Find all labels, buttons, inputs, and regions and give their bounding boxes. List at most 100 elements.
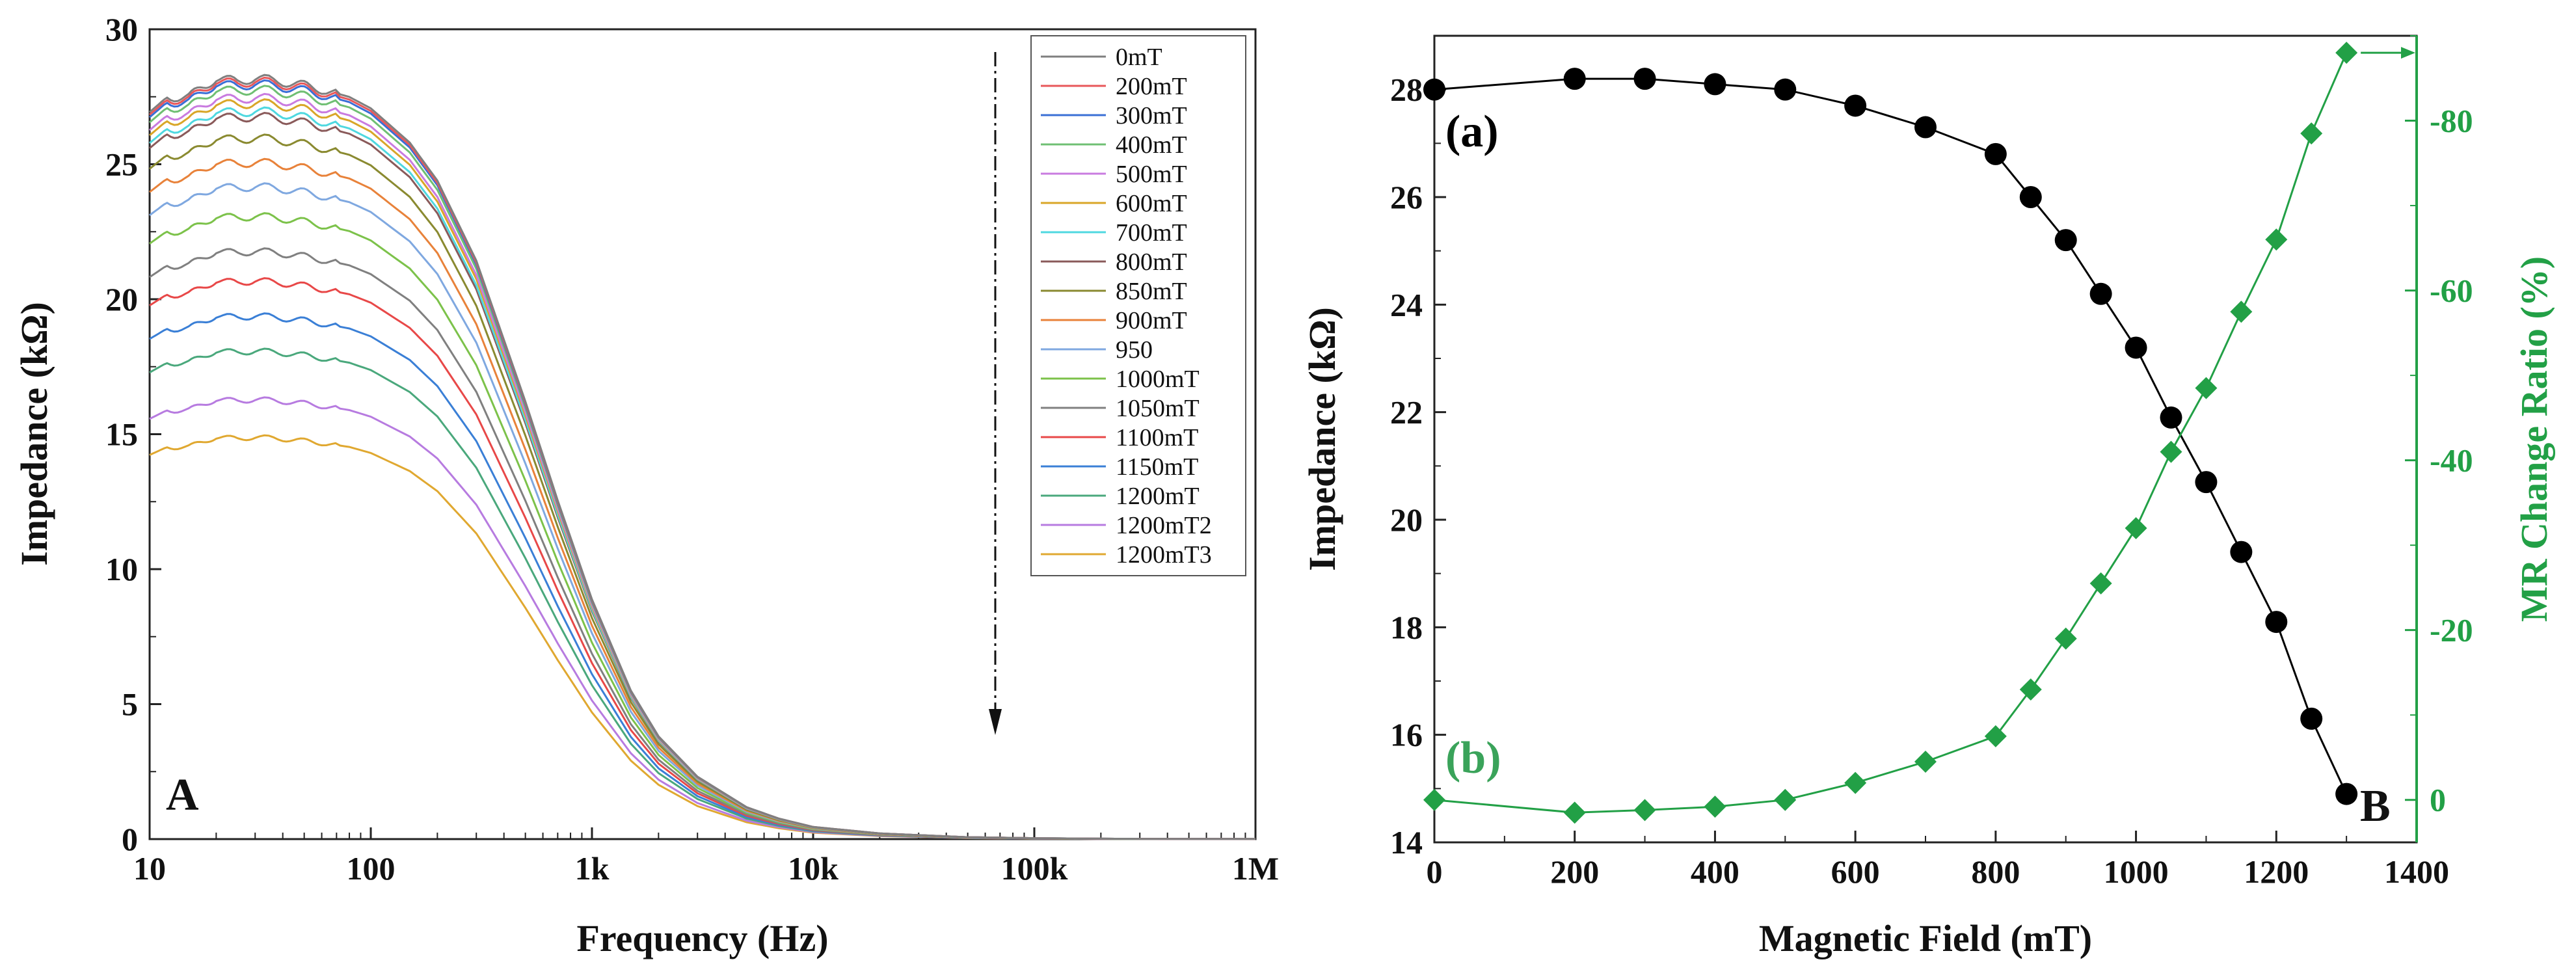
chart-b-point-mr-ratio [2300,122,2323,145]
chart-b-right-ytick-label: -40 [2430,442,2473,479]
chart-b-panel-label: B [2360,781,2391,831]
chart-b-point-mr-ratio [1914,751,1937,773]
chart-b-point-mr-ratio [1984,725,2007,747]
chart-b-point-impedance [1563,68,1586,90]
chart-b-point-impedance [2019,186,2042,208]
chart-a-legend-label: 850mT [1116,278,1187,305]
chart-b-left-ytick-label: 24 [1390,286,1423,323]
chart-a-ytick-label: 15 [105,416,138,453]
chart-a-xtick-label: 100k [1001,850,1068,887]
chart-a-legend: 0mT200mT300mT400mT500mT600mT700mT800mT85… [1030,35,1246,576]
chart-b-right-ytick-label: 0 [2430,782,2446,818]
chart-a-ticks: 10 100 1k 10k 100k 1M 0 5 10 15 20 25 30 [105,11,1279,887]
chart-b-series-1-line [1434,52,2348,814]
chart-b-point-impedance [1914,116,1937,139]
chart-a-xtick-label: 10 [133,850,166,887]
chart-a-ylabel: Impedance (kΩ) [13,302,55,566]
chart-b-left-ytick-label: 16 [1390,717,1423,753]
chart-a-legend-label: 900mT [1116,307,1187,334]
chart-a-legend-label: 300mT [1116,102,1187,129]
chart-b-point-mr-ratio [1844,771,1867,794]
chart-a-legend-label: 600mT [1116,190,1187,217]
chart-b-point-impedance [2300,707,2323,730]
chart-a-xtick-label: 1k [575,850,610,887]
chart-b-series-b-label: (b) [1445,733,1501,783]
chart-b-series [1423,42,2415,824]
chart-a-ytick-label: 25 [105,146,138,183]
chart-b-left-ylabel: Impedance (kΩ) [1301,307,1343,571]
chart-b: 0 200 400 600 800 1000 1200 1400 14 16 18 20 22 24 26 2… [1301,34,2555,959]
chart-a-series-0mT [149,74,1255,840]
chart-b-series-0-line [1434,77,2348,795]
chart-b-left-ytick-label: 20 [1390,502,1423,538]
chart-b-point-impedance [2125,336,2147,359]
chart-b-point-mr-ratio [2054,627,2077,650]
chart-b-series-a-label: (a) [1445,107,1499,157]
chart-b-left-ytick-label: 26 [1390,179,1423,215]
chart-b-xtick-label: 200 [1550,853,1599,890]
chart-a-ytick-label: 0 [122,821,138,857]
chart-a-trend-arrowhead [989,709,1002,735]
chart-a-legend-label: 500mT [1116,161,1187,188]
chart-b-point-impedance [1984,142,2007,165]
chart-b-point-impedance [2335,783,2358,805]
chart-b-point-mr-ratio [2265,228,2288,251]
chart-b-plot-frame [1433,34,2418,844]
chart-a-xlabel: Frequency (Hz) [576,917,828,959]
chart-b-right-ylabel: MR Change Ratio (%) [2513,256,2555,622]
chart-a-legend-label: 200mT [1116,73,1187,100]
chart-b-left-ytick-label: 28 [1390,72,1423,108]
chart-a-legend-label: 0mT [1116,44,1162,71]
chart-b-point-impedance [1423,78,1445,101]
chart-a-series-lines [149,74,1255,840]
chart-b-point-impedance [2089,282,2112,305]
chart-b-xtick-label: 0 [1427,853,1443,890]
chart-a-xtick-label: 10k [788,850,839,887]
chart-b-point-mr-ratio [1633,799,1656,822]
chart-a-legend-box [1030,35,1246,576]
chart-a-legend-label: 1150mT [1116,453,1198,481]
chart-a-xtick-label: 1M [1232,850,1279,887]
chart-b-point-impedance [1704,73,1726,96]
chart-a-ytick-label: 30 [105,11,138,47]
chart-b-point-mr-ratio [2195,377,2218,399]
chart-b-ticks: 0 200 400 600 800 1000 1200 1400 14 16 18 20 22 24 26 2… [1390,35,2473,890]
chart-b-right-ytick-label: -20 [2430,612,2473,649]
chart-b-xlabel: Magnetic Field (mT) [1759,917,2092,959]
chart-b-point-impedance [1774,78,1797,101]
chart-a-legend-label: 1200mT [1116,483,1200,510]
chart-b-point-impedance [2265,611,2288,634]
chart-a-ytick-label: 5 [122,686,138,723]
chart-a-legend-label: 1050mT [1116,395,1200,422]
chart-a-ytick-label: 10 [105,551,138,587]
chart-b-right-ytick-label: -60 [2430,273,2473,309]
chart-b-point-mr-ratio [1704,796,1726,818]
chart-b-point-impedance [2230,541,2253,563]
chart-a-legend-label: 800mT [1116,248,1187,276]
chart-a-ytick-label: 20 [105,281,138,317]
chart-b-point-mr-ratio [2125,517,2147,540]
chart-a: 10 100 1k 10k 100k 1M 0 5 10 15 20 25 30 Frequency (… [13,11,1279,959]
chart-a-panel-label: A [166,770,199,820]
chart-b-left-ytick-label: 22 [1390,394,1423,431]
chart-a-legend-label: 1100mT [1116,424,1198,451]
chart-b-point-impedance [1633,68,1656,90]
chart-b-point-mr-ratio [1774,788,1797,811]
chart-a-xtick-label: 100 [347,850,396,887]
chart-a-legend-label: 1200mT3 [1116,541,1212,569]
chart-b-point-impedance [2160,406,2182,429]
chart-b-axis-pointer-head [2401,47,2415,59]
chart-b-right-ytick-label: -80 [2430,103,2473,139]
chart-b-point-mr-ratio [2160,440,2182,463]
chart-a-legend-label: 1000mT [1116,366,1200,393]
chart-b-xtick-label: 1200 [2244,853,2309,890]
chart-a-legend-label: 700mT [1116,219,1187,247]
chart-a-legend-label: 950 [1116,336,1153,364]
chart-a-legend-label: 400mT [1116,131,1187,159]
chart-b-point-impedance [1844,94,1867,117]
chart-b-left-ytick-label: 18 [1390,609,1423,645]
chart-b-point-mr-ratio [1423,788,1445,811]
chart-b-point-impedance [2195,471,2218,494]
chart-b-xtick-label: 400 [1691,853,1739,890]
